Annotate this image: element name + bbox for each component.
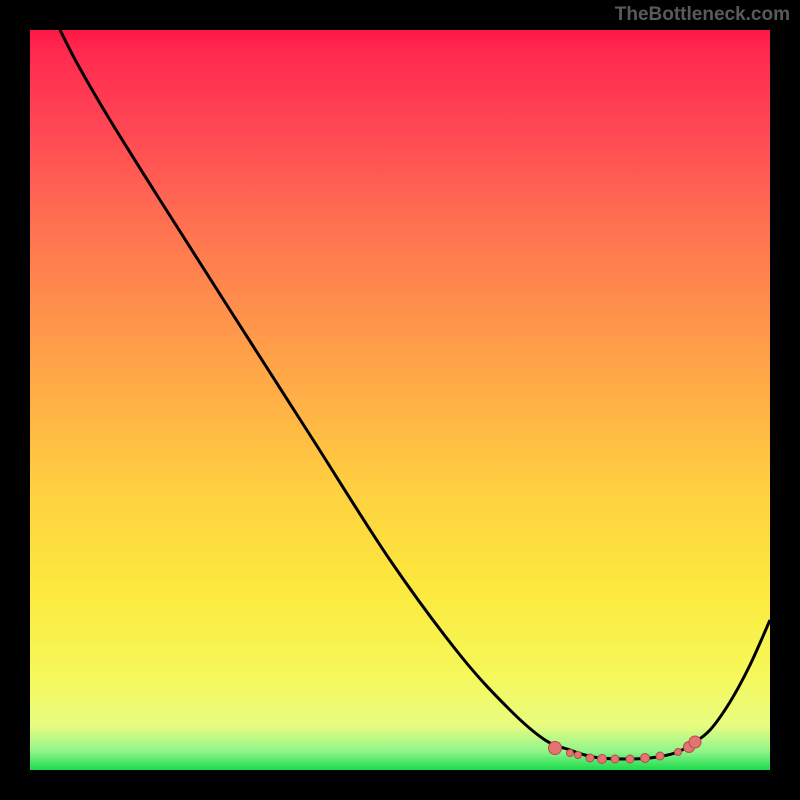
plot-area <box>30 30 770 770</box>
curve-marker <box>586 754 594 762</box>
curve-marker <box>641 754 650 763</box>
curve-marker <box>567 750 574 757</box>
watermark: TheBottleneck.com <box>615 4 790 26</box>
curve-marker <box>689 736 701 748</box>
curve-marker <box>549 742 562 755</box>
bottleneck-curve <box>30 30 770 770</box>
curve-marker <box>626 755 634 763</box>
curve-marker <box>656 752 664 760</box>
curve-marker <box>598 755 607 764</box>
curve-marker <box>611 755 619 763</box>
curve-marker <box>675 749 682 756</box>
curve-marker <box>575 752 582 759</box>
